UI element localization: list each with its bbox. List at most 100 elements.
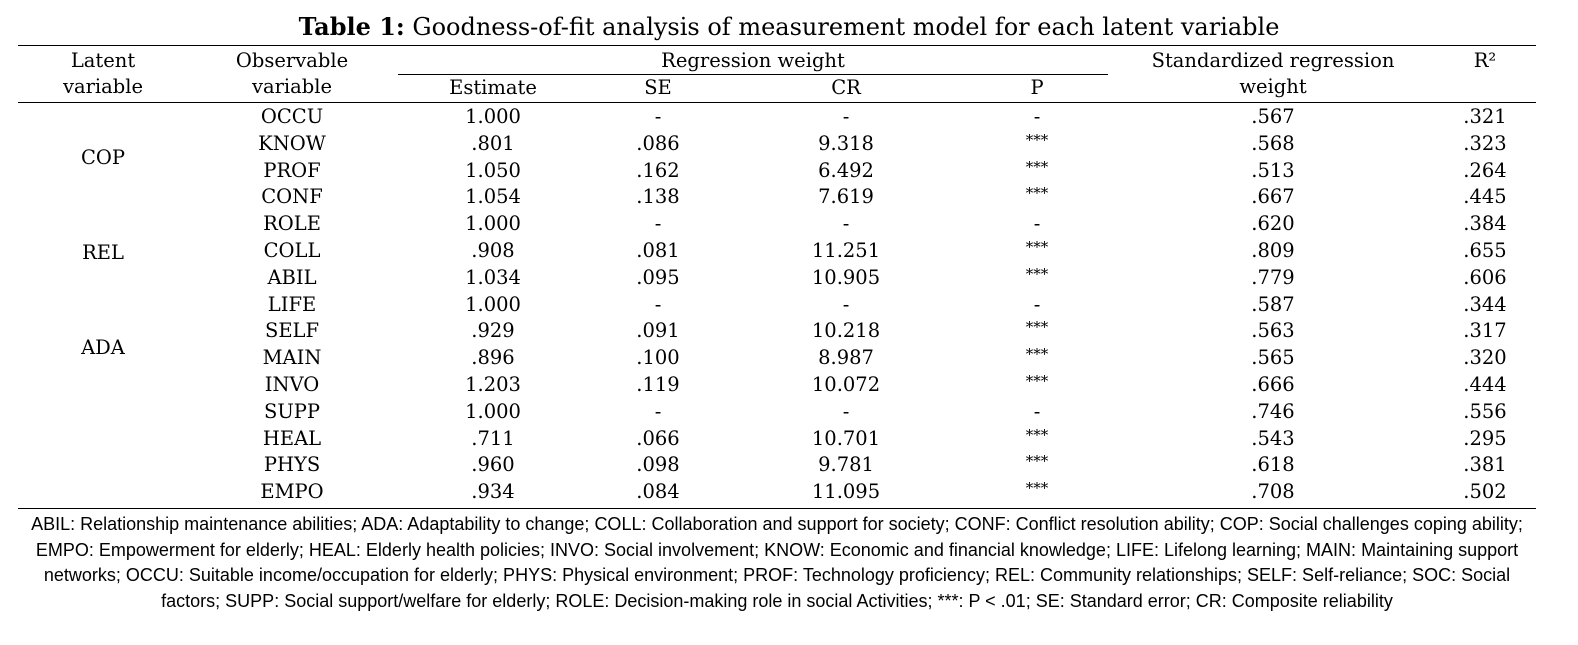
cell-r-squared: .317 bbox=[1463, 319, 1507, 343]
header-latent-variable: Latent variable bbox=[63, 48, 143, 100]
cell-se: .100 bbox=[636, 346, 680, 370]
cell-observable: COLL bbox=[263, 239, 321, 262]
cell-r-squared: .502 bbox=[1463, 480, 1507, 504]
cell-estimate: 1.000 bbox=[465, 212, 521, 236]
cell-r-squared: .295 bbox=[1463, 426, 1507, 450]
cell-estimate: 1.054 bbox=[465, 185, 521, 209]
cell-p: - bbox=[1033, 292, 1041, 316]
cell-se: .138 bbox=[636, 185, 680, 209]
cell-estimate: 1.034 bbox=[465, 265, 521, 289]
cell-estimate: 1.000 bbox=[465, 105, 521, 128]
cell-cr: 10.072 bbox=[811, 373, 881, 396]
cell-cr: 10.701 bbox=[811, 426, 881, 450]
header-regression-weight: Regression weight bbox=[661, 49, 845, 72]
cell-estimate: .960 bbox=[471, 453, 515, 477]
cell-estimate: 1.000 bbox=[465, 399, 521, 423]
header-standardized-regression-weight: Standardized regression weight bbox=[1152, 48, 1395, 100]
header-r-squared: R² bbox=[1473, 49, 1497, 72]
cell-p: *** bbox=[1025, 372, 1049, 390]
cell-estimate: 1.000 bbox=[465, 292, 521, 316]
cell-se: - bbox=[654, 212, 662, 236]
header-p: P bbox=[1030, 76, 1044, 99]
header-standardized-line2: weight bbox=[1239, 75, 1307, 98]
cell-r-squared: .384 bbox=[1463, 212, 1507, 236]
regression-weight-underline bbox=[398, 74, 1108, 75]
cell-p: *** bbox=[1025, 184, 1049, 203]
latent-label-cop: COP bbox=[80, 146, 126, 169]
cell-se: .091 bbox=[636, 319, 680, 343]
cell-se: .119 bbox=[636, 373, 680, 396]
cell-p: *** bbox=[1025, 318, 1049, 337]
cell-se: - bbox=[654, 105, 662, 128]
cell-se: - bbox=[654, 399, 662, 423]
cell-standardized: .568 bbox=[1251, 131, 1295, 155]
cell-p: *** bbox=[1025, 345, 1049, 364]
cell-standardized: .618 bbox=[1251, 453, 1295, 477]
cell-standardized: .708 bbox=[1251, 480, 1295, 504]
cell-r-squared: .444 bbox=[1463, 373, 1507, 396]
cell-cr: - bbox=[842, 399, 850, 423]
cell-observable: LIFE bbox=[267, 292, 317, 316]
cell-cr: 9.318 bbox=[818, 131, 874, 155]
cell-observable: MAIN bbox=[262, 346, 322, 370]
cell-estimate: 1.203 bbox=[465, 373, 521, 396]
cell-cr: 10.905 bbox=[811, 265, 881, 289]
cell-se: .086 bbox=[636, 131, 680, 155]
cell-r-squared: .344 bbox=[1463, 292, 1507, 316]
cell-r-squared: .445 bbox=[1463, 185, 1507, 209]
cell-estimate: .934 bbox=[471, 480, 515, 504]
table-caption: Table 1: Goodness-of-fit analysis of mea… bbox=[0, 12, 1578, 41]
cell-observable: ROLE bbox=[263, 212, 321, 236]
cell-estimate: 1.050 bbox=[465, 158, 521, 182]
cell-estimate: .929 bbox=[471, 319, 515, 343]
cell-observable: SELF bbox=[264, 319, 320, 343]
cell-standardized: .587 bbox=[1251, 292, 1295, 316]
cell-standardized: .779 bbox=[1251, 265, 1295, 289]
cell-p: - bbox=[1033, 105, 1041, 128]
header-bottom-rule bbox=[18, 102, 1536, 103]
cell-observable: PROF bbox=[263, 158, 321, 182]
cell-p: *** bbox=[1025, 479, 1049, 498]
cell-observable: OCCU bbox=[260, 105, 324, 128]
cell-r-squared: .321 bbox=[1463, 105, 1507, 128]
cell-cr: 11.251 bbox=[811, 239, 881, 262]
header-se: SE bbox=[644, 76, 672, 99]
cell-p: - bbox=[1033, 212, 1041, 236]
caption-label: Table 1: bbox=[298, 12, 405, 41]
cell-r-squared: .556 bbox=[1463, 399, 1507, 423]
cell-estimate: .908 bbox=[471, 239, 515, 262]
header-standardized-line1: Standardized regression bbox=[1151, 49, 1395, 72]
table-footnote: ABIL: Relationship maintenance abilities… bbox=[31, 514, 1523, 611]
cell-cr: - bbox=[842, 292, 850, 316]
cell-standardized: .666 bbox=[1251, 373, 1295, 396]
cell-se: .095 bbox=[636, 265, 680, 289]
latent-label-rel: REL bbox=[82, 241, 124, 264]
cell-estimate: .896 bbox=[471, 346, 515, 370]
cell-observable: INVO bbox=[264, 373, 320, 396]
cell-r-squared: .655 bbox=[1463, 239, 1507, 262]
cell-cr: 8.987 bbox=[818, 346, 874, 370]
cell-p: - bbox=[1033, 399, 1041, 423]
cell-observable: ABIL bbox=[267, 265, 317, 289]
cell-r-squared: .264 bbox=[1463, 158, 1507, 182]
cell-estimate: .711 bbox=[471, 426, 515, 450]
cell-standardized: .565 bbox=[1251, 346, 1295, 370]
cell-se: .066 bbox=[636, 426, 680, 450]
cell-r-squared: .606 bbox=[1463, 265, 1507, 289]
latent-label-ada: ADA bbox=[81, 336, 125, 359]
cell-r-squared: .323 bbox=[1463, 131, 1507, 155]
cell-cr: 6.492 bbox=[818, 158, 874, 182]
header-observable-line2: variable bbox=[251, 75, 333, 98]
cell-se: .084 bbox=[636, 480, 680, 504]
header-latent-line1: Latent bbox=[70, 49, 136, 72]
cell-cr: 9.781 bbox=[818, 453, 874, 477]
cell-r-squared: .381 bbox=[1463, 453, 1507, 477]
cell-observable: HEAL bbox=[262, 426, 322, 450]
cell-r-squared: .320 bbox=[1463, 346, 1507, 370]
cell-estimate: .801 bbox=[471, 131, 515, 155]
cell-se: .098 bbox=[636, 453, 680, 477]
top-rule bbox=[18, 45, 1536, 46]
cell-cr: 10.218 bbox=[811, 319, 881, 343]
cell-standardized: .620 bbox=[1251, 212, 1295, 236]
header-latent-line2: variable bbox=[62, 75, 144, 98]
